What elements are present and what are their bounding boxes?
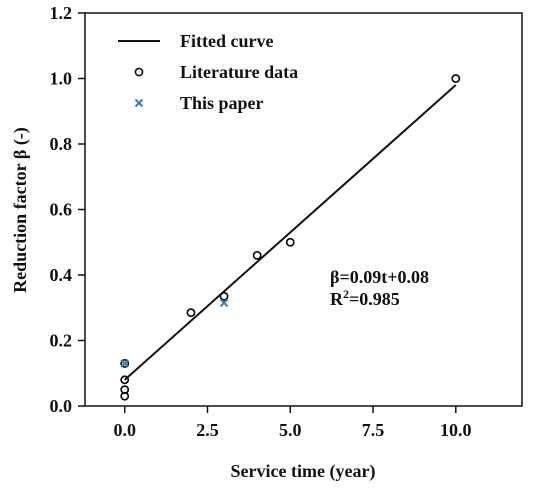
r-squared: R2=0.985 (330, 287, 400, 309)
fitted-curve-line (124, 84, 457, 381)
plot-frame (84, 12, 523, 407)
y-tick-label: 0.8 (50, 134, 73, 154)
x-axis-label: Service time (year) (231, 461, 376, 482)
x-tick-label: 7.5 (362, 420, 385, 440)
data-points (120, 74, 461, 401)
legend-label-fitted-curve: Fitted curve (180, 31, 273, 51)
literature-data-point (451, 74, 461, 83)
literature-data-point (186, 308, 196, 318)
x-tick-label: 5.0 (279, 420, 302, 440)
x-tick-label: 10.0 (440, 420, 472, 440)
legend-label-this-paper: This paper (180, 93, 264, 113)
this-paper-data-point (219, 298, 229, 308)
literature-data-point (120, 359, 130, 368)
literature-data-point (252, 250, 262, 260)
fit-equation: β=0.09t+0.08 (330, 267, 429, 287)
y-tick-label: 1.0 (50, 69, 73, 89)
literature-data-point (285, 237, 295, 247)
literature-data-point (120, 375, 130, 385)
legend-x-marker (134, 98, 144, 108)
x-tick-label: 0.0 (113, 420, 136, 440)
legend: Fitted curve Literature data This paper (118, 31, 298, 113)
legend-circle-marker (134, 67, 144, 77)
y-tick-label: 0.4 (50, 265, 73, 285)
x-tick-label: 2.5 (196, 420, 219, 440)
fit-annotation: β=0.09t+0.08 R2=0.985 (330, 267, 429, 309)
legend-label-literature-data: Literature data (180, 62, 298, 82)
y-tick-label: 0.0 (50, 396, 73, 416)
y-tick-label: 1.2 (50, 3, 73, 23)
literature-data-point (120, 385, 130, 395)
y-axis-label: Reduction factor β (-) (10, 127, 31, 293)
x-axis-ticks: 0.0 2.5 5.0 7.5 10.0 (113, 406, 472, 440)
y-tick-label: 0.2 (50, 331, 73, 351)
y-axis-ticks: 0.0 0.2 0.4 0.6 0.8 1.0 1.2 (50, 3, 85, 416)
literature-data-point (219, 291, 229, 301)
this-paper-data-point (120, 359, 129, 368)
y-tick-label: 0.6 (50, 200, 73, 220)
